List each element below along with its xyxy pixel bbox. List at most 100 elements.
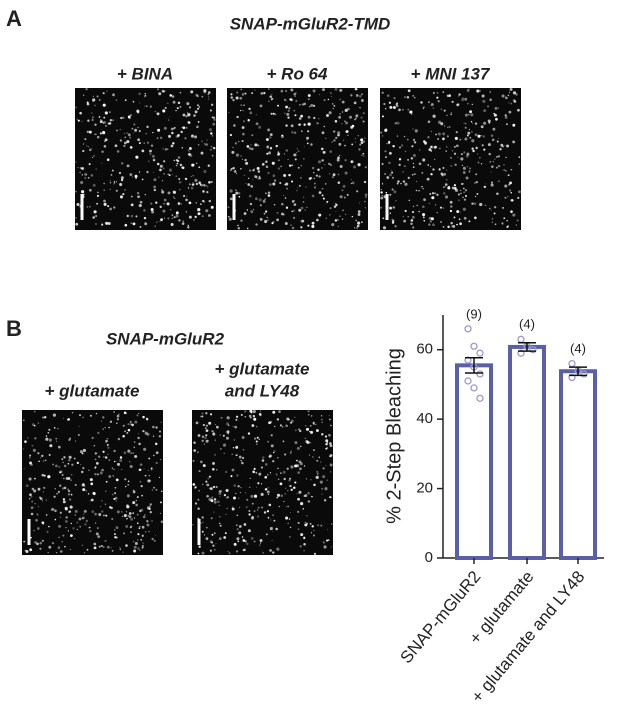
spot	[325, 442, 328, 446]
data-point	[476, 349, 484, 357]
n-label: (9)	[466, 306, 482, 321]
spot	[75, 440, 77, 442]
spot	[182, 220, 185, 223]
spot	[94, 512, 97, 516]
spot	[92, 98, 96, 102]
spot	[300, 533, 304, 537]
spot	[124, 99, 127, 101]
spot	[281, 202, 284, 206]
spot	[205, 537, 209, 540]
spot	[29, 498, 31, 500]
spot	[234, 142, 238, 145]
spot	[95, 223, 97, 225]
spot	[137, 436, 140, 440]
spot	[93, 104, 96, 107]
spot	[389, 212, 392, 214]
spot	[509, 91, 511, 93]
spot	[83, 513, 85, 515]
spot	[42, 491, 45, 493]
spot	[129, 461, 131, 463]
spot	[317, 168, 320, 171]
spot	[307, 115, 311, 119]
spot	[107, 446, 110, 449]
spot	[316, 470, 319, 474]
spot	[140, 538, 143, 541]
spot	[470, 113, 474, 117]
spot	[133, 549, 137, 553]
spot	[267, 440, 270, 443]
spot	[63, 464, 67, 468]
spot	[83, 552, 86, 554]
spot	[252, 169, 255, 172]
spot	[354, 87, 358, 91]
spot	[359, 202, 361, 204]
spot	[260, 466, 264, 469]
spot	[304, 521, 306, 523]
spot	[163, 160, 166, 163]
spot	[191, 163, 195, 167]
spot	[128, 515, 132, 519]
spot	[429, 193, 432, 195]
spot	[193, 163, 195, 165]
spot	[258, 177, 262, 180]
spot	[300, 114, 304, 118]
spot	[307, 94, 311, 97]
spot	[381, 115, 384, 118]
spot	[197, 95, 199, 97]
spot	[94, 133, 96, 135]
spot	[106, 90, 108, 92]
spot	[295, 464, 300, 468]
spot	[463, 191, 466, 194]
spot	[138, 141, 141, 145]
spot	[502, 206, 505, 209]
spot	[135, 499, 138, 502]
spot	[147, 160, 150, 163]
spot	[171, 95, 175, 98]
spot	[201, 516, 204, 519]
spot	[517, 196, 520, 199]
spot	[88, 469, 90, 471]
spot	[277, 457, 279, 459]
spot	[476, 192, 479, 195]
spot	[105, 441, 107, 444]
spot	[192, 175, 194, 177]
spot	[235, 445, 239, 449]
spot	[94, 458, 97, 461]
spot	[149, 149, 152, 153]
spot	[102, 121, 105, 124]
spot	[108, 426, 110, 429]
spot	[288, 164, 292, 167]
spot	[466, 102, 469, 105]
spot	[325, 447, 328, 450]
spot	[253, 494, 258, 498]
spot	[197, 552, 200, 555]
spot	[70, 493, 73, 496]
spot	[244, 492, 247, 494]
spot	[238, 531, 242, 535]
spot	[386, 142, 388, 145]
spot	[231, 468, 235, 472]
spot	[45, 437, 49, 441]
spot	[279, 482, 283, 486]
spot	[127, 115, 131, 119]
spot	[334, 219, 338, 222]
spot	[480, 135, 482, 137]
spot	[47, 551, 49, 554]
spot	[394, 122, 397, 125]
spot	[418, 189, 420, 192]
spot	[277, 153, 280, 156]
spot	[284, 112, 286, 114]
spot	[275, 144, 278, 148]
spot	[56, 492, 58, 495]
spot	[157, 88, 159, 91]
spot	[298, 184, 301, 187]
spot	[471, 131, 473, 133]
spot	[235, 415, 239, 418]
spot	[412, 128, 414, 130]
spot	[71, 474, 73, 476]
spot	[102, 416, 105, 419]
spot	[211, 541, 213, 544]
spot	[182, 113, 186, 117]
spot	[499, 148, 502, 151]
spot	[300, 177, 302, 179]
